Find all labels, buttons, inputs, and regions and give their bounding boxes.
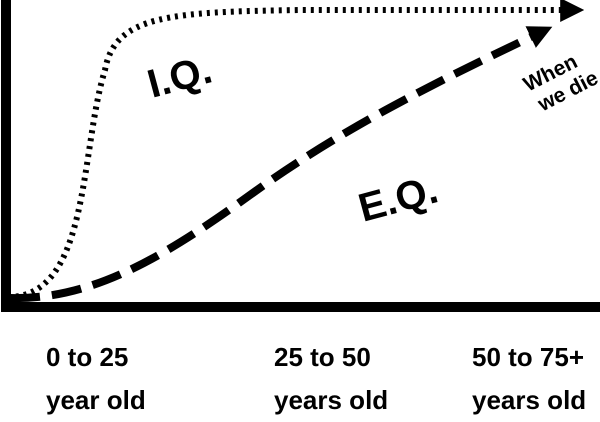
x-tick-label-3-line-1: 50 to 75+ <box>472 342 584 372</box>
eq-label: E.Q. <box>354 167 443 230</box>
x-tick-label-2-line-1: 25 to 50 <box>274 342 371 372</box>
annotation: When we die <box>520 50 600 116</box>
x-tick-label-2-line-2: years old <box>274 385 388 415</box>
x-tick-label-3-line-2: years old <box>472 385 586 415</box>
x-tick-label-1-line-1: 0 to 25 <box>46 342 128 372</box>
eq-curve <box>9 26 553 303</box>
iq-label: I.Q. <box>143 48 217 107</box>
x-tick-labels: 0 to 25 year old 25 to 50 years old 50 to 75… <box>46 342 586 415</box>
iq-curve <box>7 0 585 300</box>
x-tick-label-1-line-2: year old <box>46 385 146 415</box>
